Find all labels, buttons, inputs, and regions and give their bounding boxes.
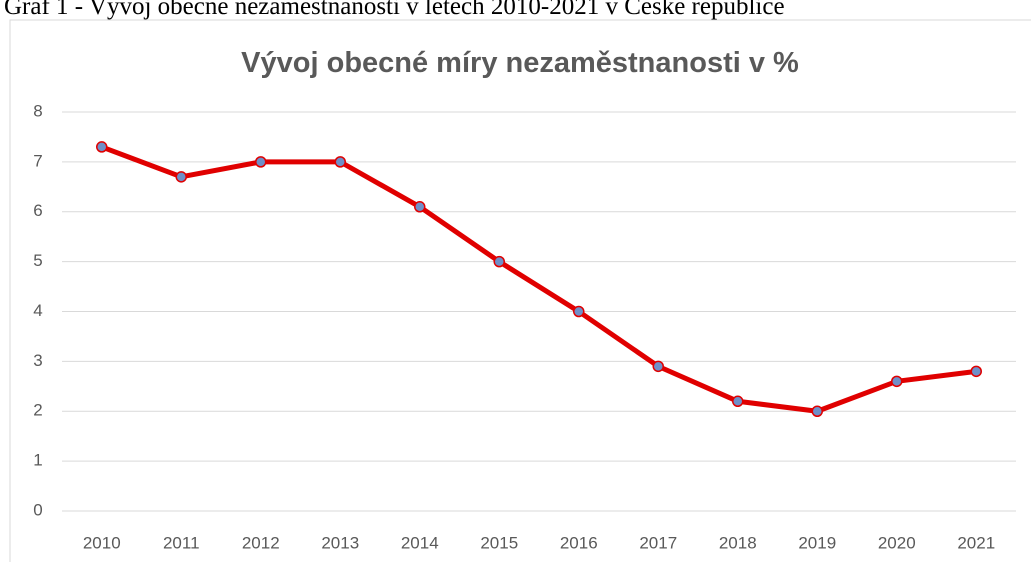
series-line: [100, 144, 977, 414]
data-point: [970, 365, 982, 378]
y-tick-label: 8: [33, 101, 42, 120]
x-tick-label: 2018: [719, 533, 757, 552]
x-tick-label: 2011: [163, 533, 200, 552]
data-point: [573, 305, 585, 318]
x-tick-label: 2017: [639, 533, 677, 552]
y-tick-label: 0: [33, 500, 42, 519]
x-tick-label: 2019: [798, 533, 836, 552]
data-point: [414, 201, 426, 213]
x-tick-label: 2013: [321, 533, 359, 552]
x-tick-label: 2016: [560, 533, 598, 552]
y-tick-label: 3: [33, 351, 42, 370]
data-point: [811, 405, 823, 417]
y-tick-label: 4: [33, 301, 42, 320]
data-point: [255, 156, 267, 168]
y-tick-label: 7: [33, 151, 42, 170]
data-point: [175, 171, 187, 183]
y-tick-label: 1: [33, 451, 42, 470]
caption: Graf 1 - Vývoj obecné nezaměstnanosti v …: [4, 0, 785, 20]
y-tick-label: 5: [33, 251, 42, 270]
data-point: [493, 255, 505, 268]
y-tick-label: 2: [33, 401, 42, 420]
x-tick-label: 2010: [83, 533, 121, 552]
x-tick-label: 2014: [401, 533, 439, 552]
x-tick-label: 2012: [242, 533, 280, 552]
x-tick-label: 2015: [480, 533, 518, 552]
data-point: [334, 156, 346, 168]
y-tick-label: 6: [33, 201, 42, 220]
x-tick-label: 2020: [878, 533, 916, 552]
data-point: [891, 375, 903, 388]
chart-title: Vývoj obecné míry nezaměstnanosti v %: [241, 47, 799, 79]
x-tick-label: 2021: [957, 533, 995, 552]
data-point: [652, 360, 664, 373]
data-point: [96, 141, 108, 153]
data-point: [732, 395, 744, 408]
chart-frame: [9, 19, 1031, 562]
